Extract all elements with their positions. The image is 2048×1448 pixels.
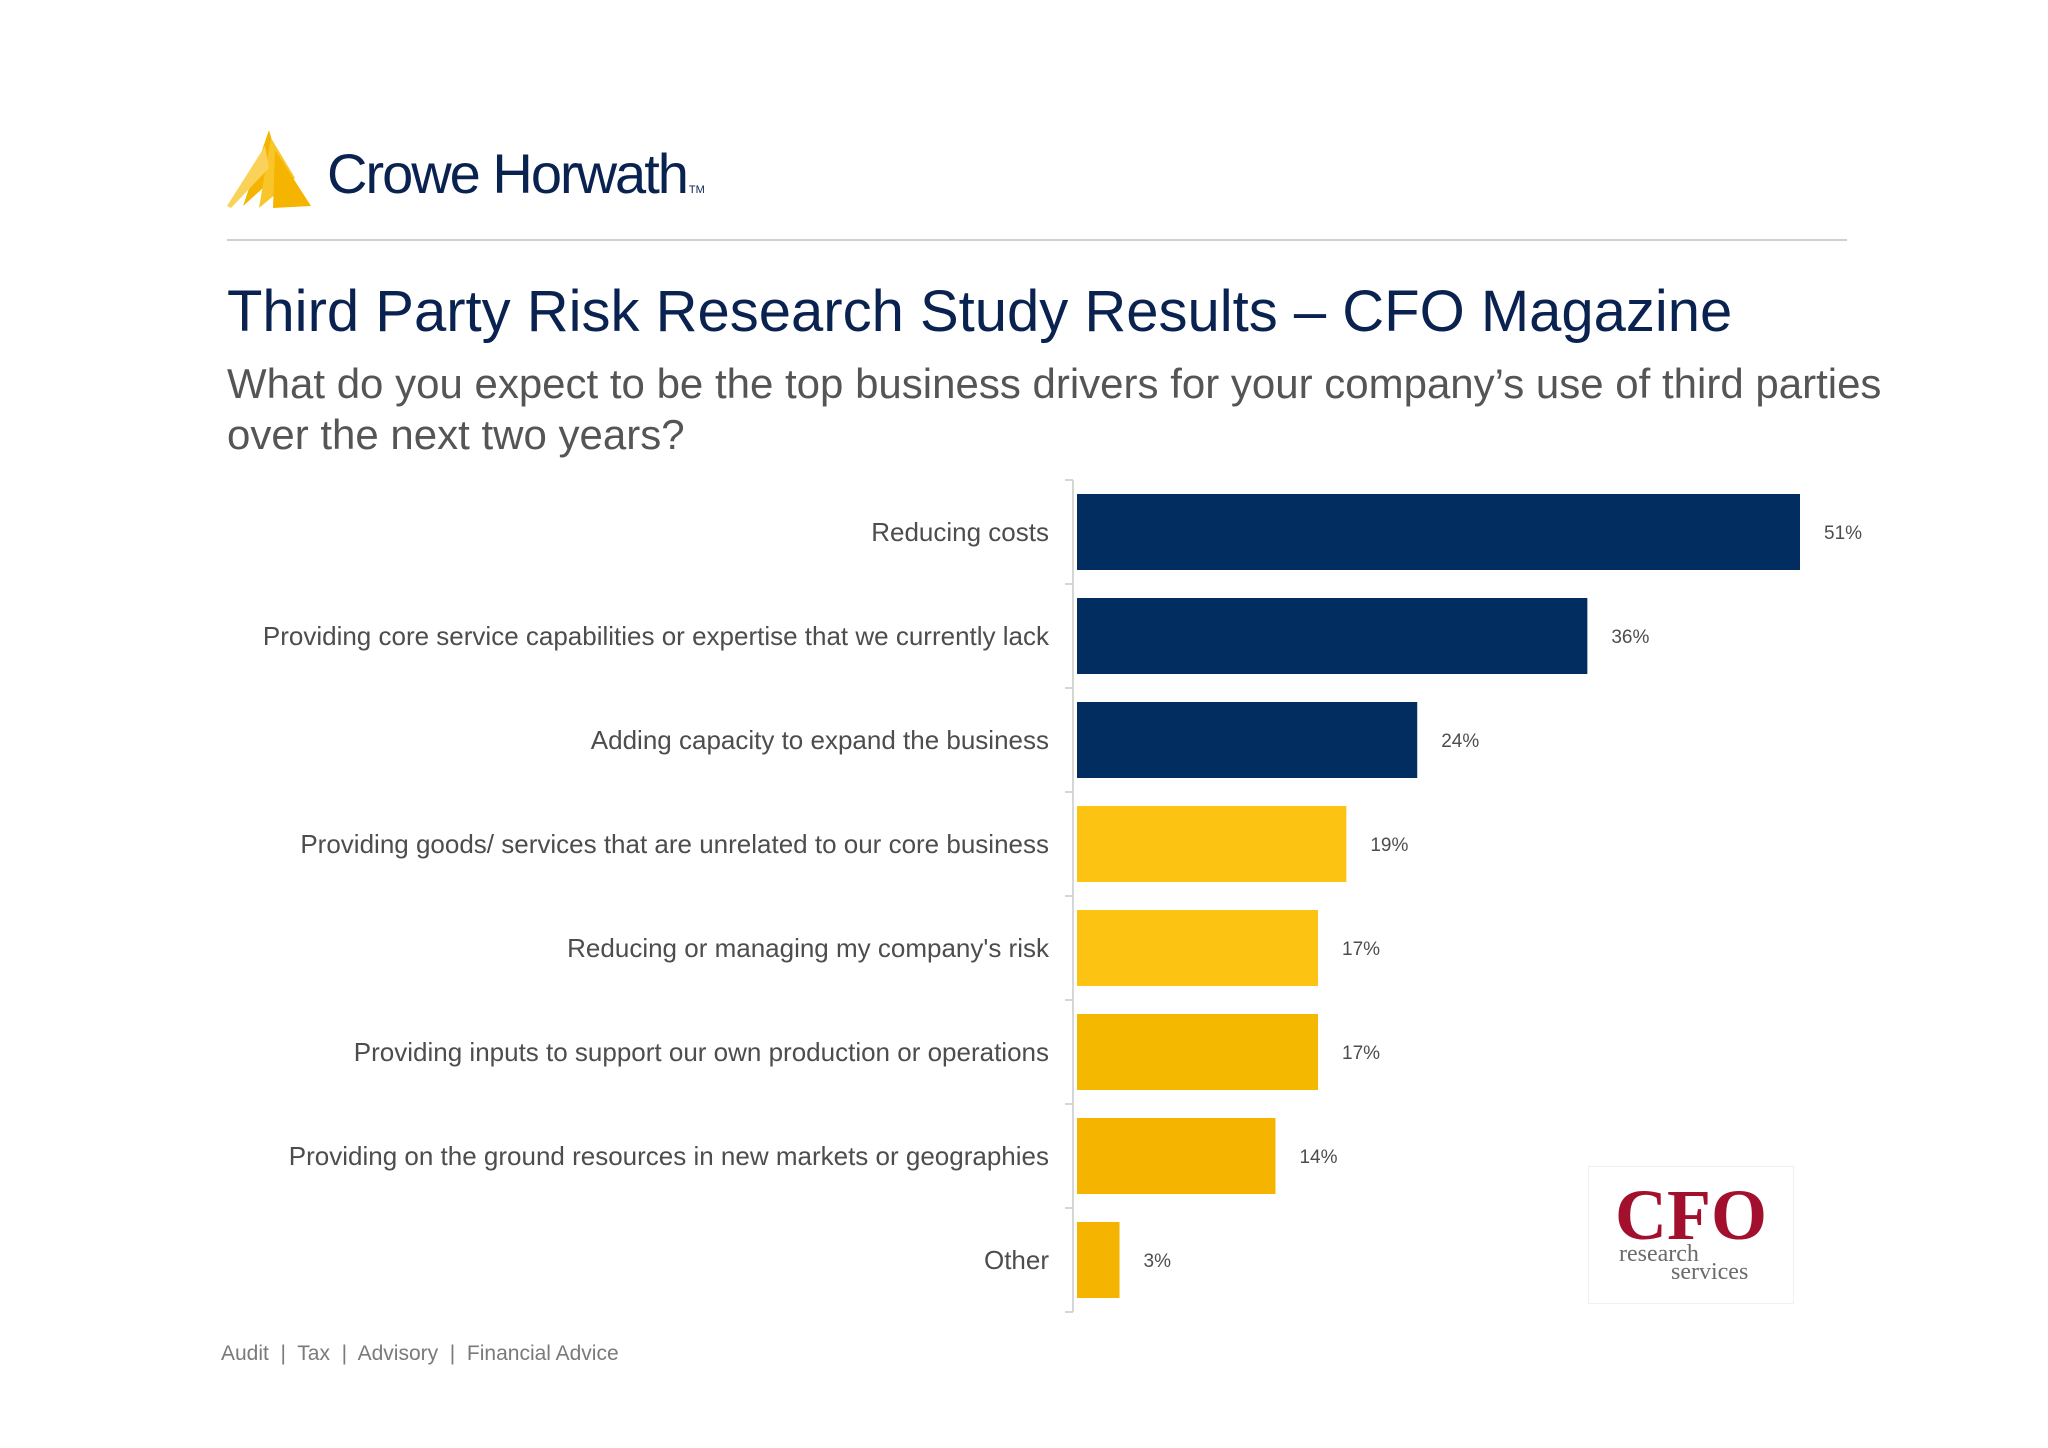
page-title: Third Party Risk Research Study Results … bbox=[227, 279, 1733, 344]
bar bbox=[1077, 1222, 1120, 1298]
brand-tm: TM bbox=[688, 184, 705, 196]
category-label: Reducing or managing my company's risk bbox=[567, 933, 1050, 963]
category-label: Other bbox=[984, 1245, 1049, 1275]
bar bbox=[1077, 702, 1418, 778]
bar bbox=[1077, 1014, 1318, 1090]
data-label: 14% bbox=[1299, 1147, 1337, 1168]
category-label: Providing on the ground resources in new… bbox=[289, 1141, 1049, 1171]
cfo-logo-text: CFO bbox=[1615, 1175, 1767, 1255]
header-divider bbox=[227, 239, 1847, 241]
bar bbox=[1077, 1118, 1276, 1194]
bar bbox=[1077, 494, 1800, 570]
cfo-research-services-logo: CFO research services bbox=[1588, 1166, 1794, 1304]
category-label: Reducing costs bbox=[871, 517, 1049, 547]
footer-services: Audit | Tax | Advisory | Financial Advic… bbox=[221, 1342, 619, 1365]
cfo-logo-line2: services bbox=[1671, 1259, 1748, 1285]
data-label: 51% bbox=[1824, 523, 1862, 544]
data-label: 36% bbox=[1611, 627, 1649, 648]
brand-name: Crowe Horwath TM bbox=[327, 142, 705, 205]
bar bbox=[1077, 806, 1347, 882]
cfo-logo-line1: research bbox=[1619, 1241, 1699, 1267]
cfo-logo-icon: CFO research services bbox=[1615, 1175, 1767, 1285]
crowe-horwath-logo-mark-icon bbox=[227, 130, 311, 208]
data-label: 19% bbox=[1370, 835, 1408, 856]
data-label: 17% bbox=[1342, 1043, 1380, 1064]
data-label: 24% bbox=[1441, 731, 1479, 752]
category-label: Providing core service capabilities or e… bbox=[263, 621, 1050, 651]
bar bbox=[1077, 910, 1318, 986]
category-label: Providing inputs to support our own prod… bbox=[354, 1037, 1049, 1067]
category-label: Adding capacity to expand the business bbox=[591, 725, 1049, 755]
data-label: 3% bbox=[1144, 1251, 1172, 1272]
crowe-horwath-logo: Crowe Horwath TM bbox=[225, 128, 705, 208]
bar bbox=[1077, 598, 1588, 674]
category-label: Providing goods/ services that are unrel… bbox=[300, 829, 1049, 859]
page-subtitle: What do you expect to be the top busines… bbox=[227, 360, 1882, 459]
data-label: 17% bbox=[1342, 939, 1380, 960]
